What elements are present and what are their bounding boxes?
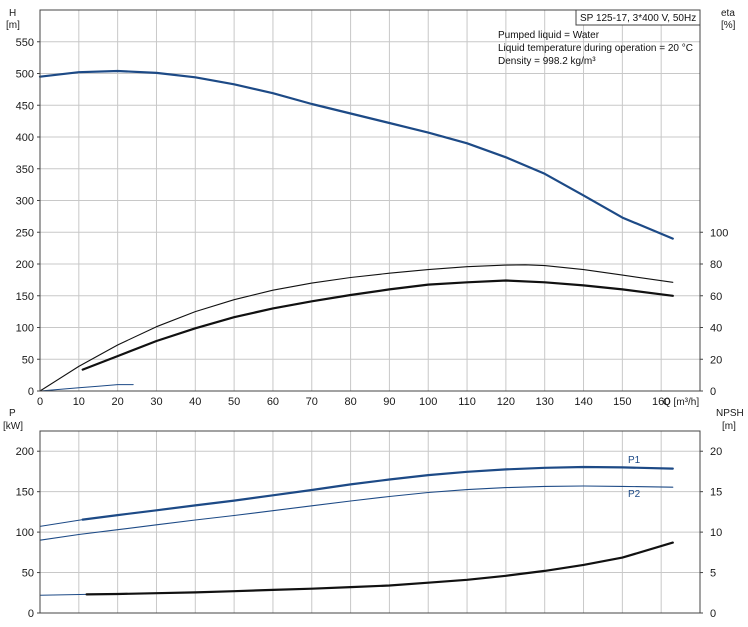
p2-series-label: P2 xyxy=(628,489,641,500)
top-right-tick-label: 80 xyxy=(710,259,722,271)
p1-curve xyxy=(81,465,674,521)
bottom-right-tick-label: 10 xyxy=(710,527,722,539)
density-note: Density = 998.2 kg/m³ xyxy=(498,56,596,67)
q-tick-label: 50 xyxy=(228,396,240,408)
top-right-tick-label: 0 xyxy=(710,386,716,398)
q-tick-label: 150 xyxy=(613,396,631,408)
top-series-0-curve xyxy=(38,69,674,240)
h-axis-unit: [m] xyxy=(6,20,20,31)
top-right-tick-label: 40 xyxy=(710,323,722,335)
q-tick-label: 20 xyxy=(112,396,124,408)
q-tick-label: 80 xyxy=(344,396,356,408)
top-left-tick-label: 500 xyxy=(16,69,34,81)
npsh-axis-label: NPSH xyxy=(716,408,744,419)
bottom-panel-grid xyxy=(40,431,700,613)
pumped-liquid-note: Pumped liquid = Water xyxy=(498,30,600,41)
top-panel-grid xyxy=(40,10,700,391)
q-tick-label: 100 xyxy=(419,396,437,408)
bottom-series-4-curve xyxy=(85,541,674,596)
q-tick-label: 0 xyxy=(37,396,43,408)
bottom-right-tick-label: 5 xyxy=(710,568,716,580)
chart-title: SP 125-17, 3*400 V, 50Hz xyxy=(580,13,696,24)
top-left-tick-label: 200 xyxy=(16,259,34,271)
q-tick-label: 140 xyxy=(574,396,592,408)
top-series-1-curve xyxy=(39,384,134,392)
q-tick-label: 70 xyxy=(306,396,318,408)
bottom-series-3-curve xyxy=(39,593,88,596)
p-axis-label: P xyxy=(9,408,16,419)
top-left-tick-label: 400 xyxy=(16,132,34,144)
q-tick-label: 160 xyxy=(652,396,670,408)
bottom-right-tick-label: 20 xyxy=(710,446,722,458)
q-tick-label: 90 xyxy=(383,396,395,408)
bottom-series-1-curve xyxy=(39,519,84,527)
bottom-left-tick-label: 0 xyxy=(28,608,34,620)
bottom-left-tick-label: 150 xyxy=(16,487,34,499)
top-right-tick-label: 100 xyxy=(710,227,728,239)
top-left-tick-label: 250 xyxy=(16,227,34,239)
top-panel-series xyxy=(38,69,674,392)
top-series-2-curve xyxy=(39,264,674,392)
title-box xyxy=(575,9,701,26)
bottom-panel-series xyxy=(39,465,674,596)
liquid-temperature-note: Liquid temperature during operation = 20… xyxy=(498,43,693,54)
top-left-tick-label: 450 xyxy=(16,100,34,112)
top-panel-ticks: 0501001502002503003504004505005500204060… xyxy=(16,37,729,408)
bottom-left-tick-label: 50 xyxy=(22,568,34,580)
bottom-right-tick-label: 0 xyxy=(710,608,716,620)
eta-axis-label: eta xyxy=(721,8,735,19)
q-tick-label: 130 xyxy=(536,396,554,408)
bottom-panel-frame xyxy=(39,430,701,614)
bottom-left-tick-label: 100 xyxy=(16,527,34,539)
h-axis-label: H xyxy=(9,8,16,19)
p2-curve xyxy=(39,485,674,541)
top-left-tick-label: 300 xyxy=(16,196,34,208)
top-left-tick-label: 150 xyxy=(16,291,34,303)
q-tick-label: 30 xyxy=(150,396,162,408)
npsh-axis-unit: [m] xyxy=(722,421,736,432)
q-tick-label: 120 xyxy=(497,396,515,408)
top-left-tick-label: 0 xyxy=(28,386,34,398)
top-left-tick-label: 50 xyxy=(22,354,34,366)
top-left-tick-label: 550 xyxy=(16,37,34,49)
bottom-panel-ticks: 0 50 100 150 200 0 5 10 15 20 xyxy=(16,446,723,620)
top-left-tick-label: 100 xyxy=(16,323,34,335)
q-axis-label: Q [m³/h] xyxy=(663,397,699,408)
bottom-right-tick-label: 15 xyxy=(710,487,722,499)
q-tick-label: 40 xyxy=(189,396,201,408)
bottom-left-tick-label: 200 xyxy=(16,446,34,458)
top-left-tick-label: 350 xyxy=(16,164,34,176)
q-tick-label: 60 xyxy=(267,396,279,408)
q-tick-label: 110 xyxy=(458,396,476,408)
eta-axis-unit: [%] xyxy=(721,20,736,31)
p1-series-label: P1 xyxy=(628,455,641,466)
top-right-tick-label: 20 xyxy=(710,354,722,366)
top-right-tick-label: 60 xyxy=(710,291,722,303)
q-tick-label: 10 xyxy=(73,396,85,408)
top-series-3-curve xyxy=(81,279,674,371)
p-axis-unit: [kW] xyxy=(3,421,23,432)
